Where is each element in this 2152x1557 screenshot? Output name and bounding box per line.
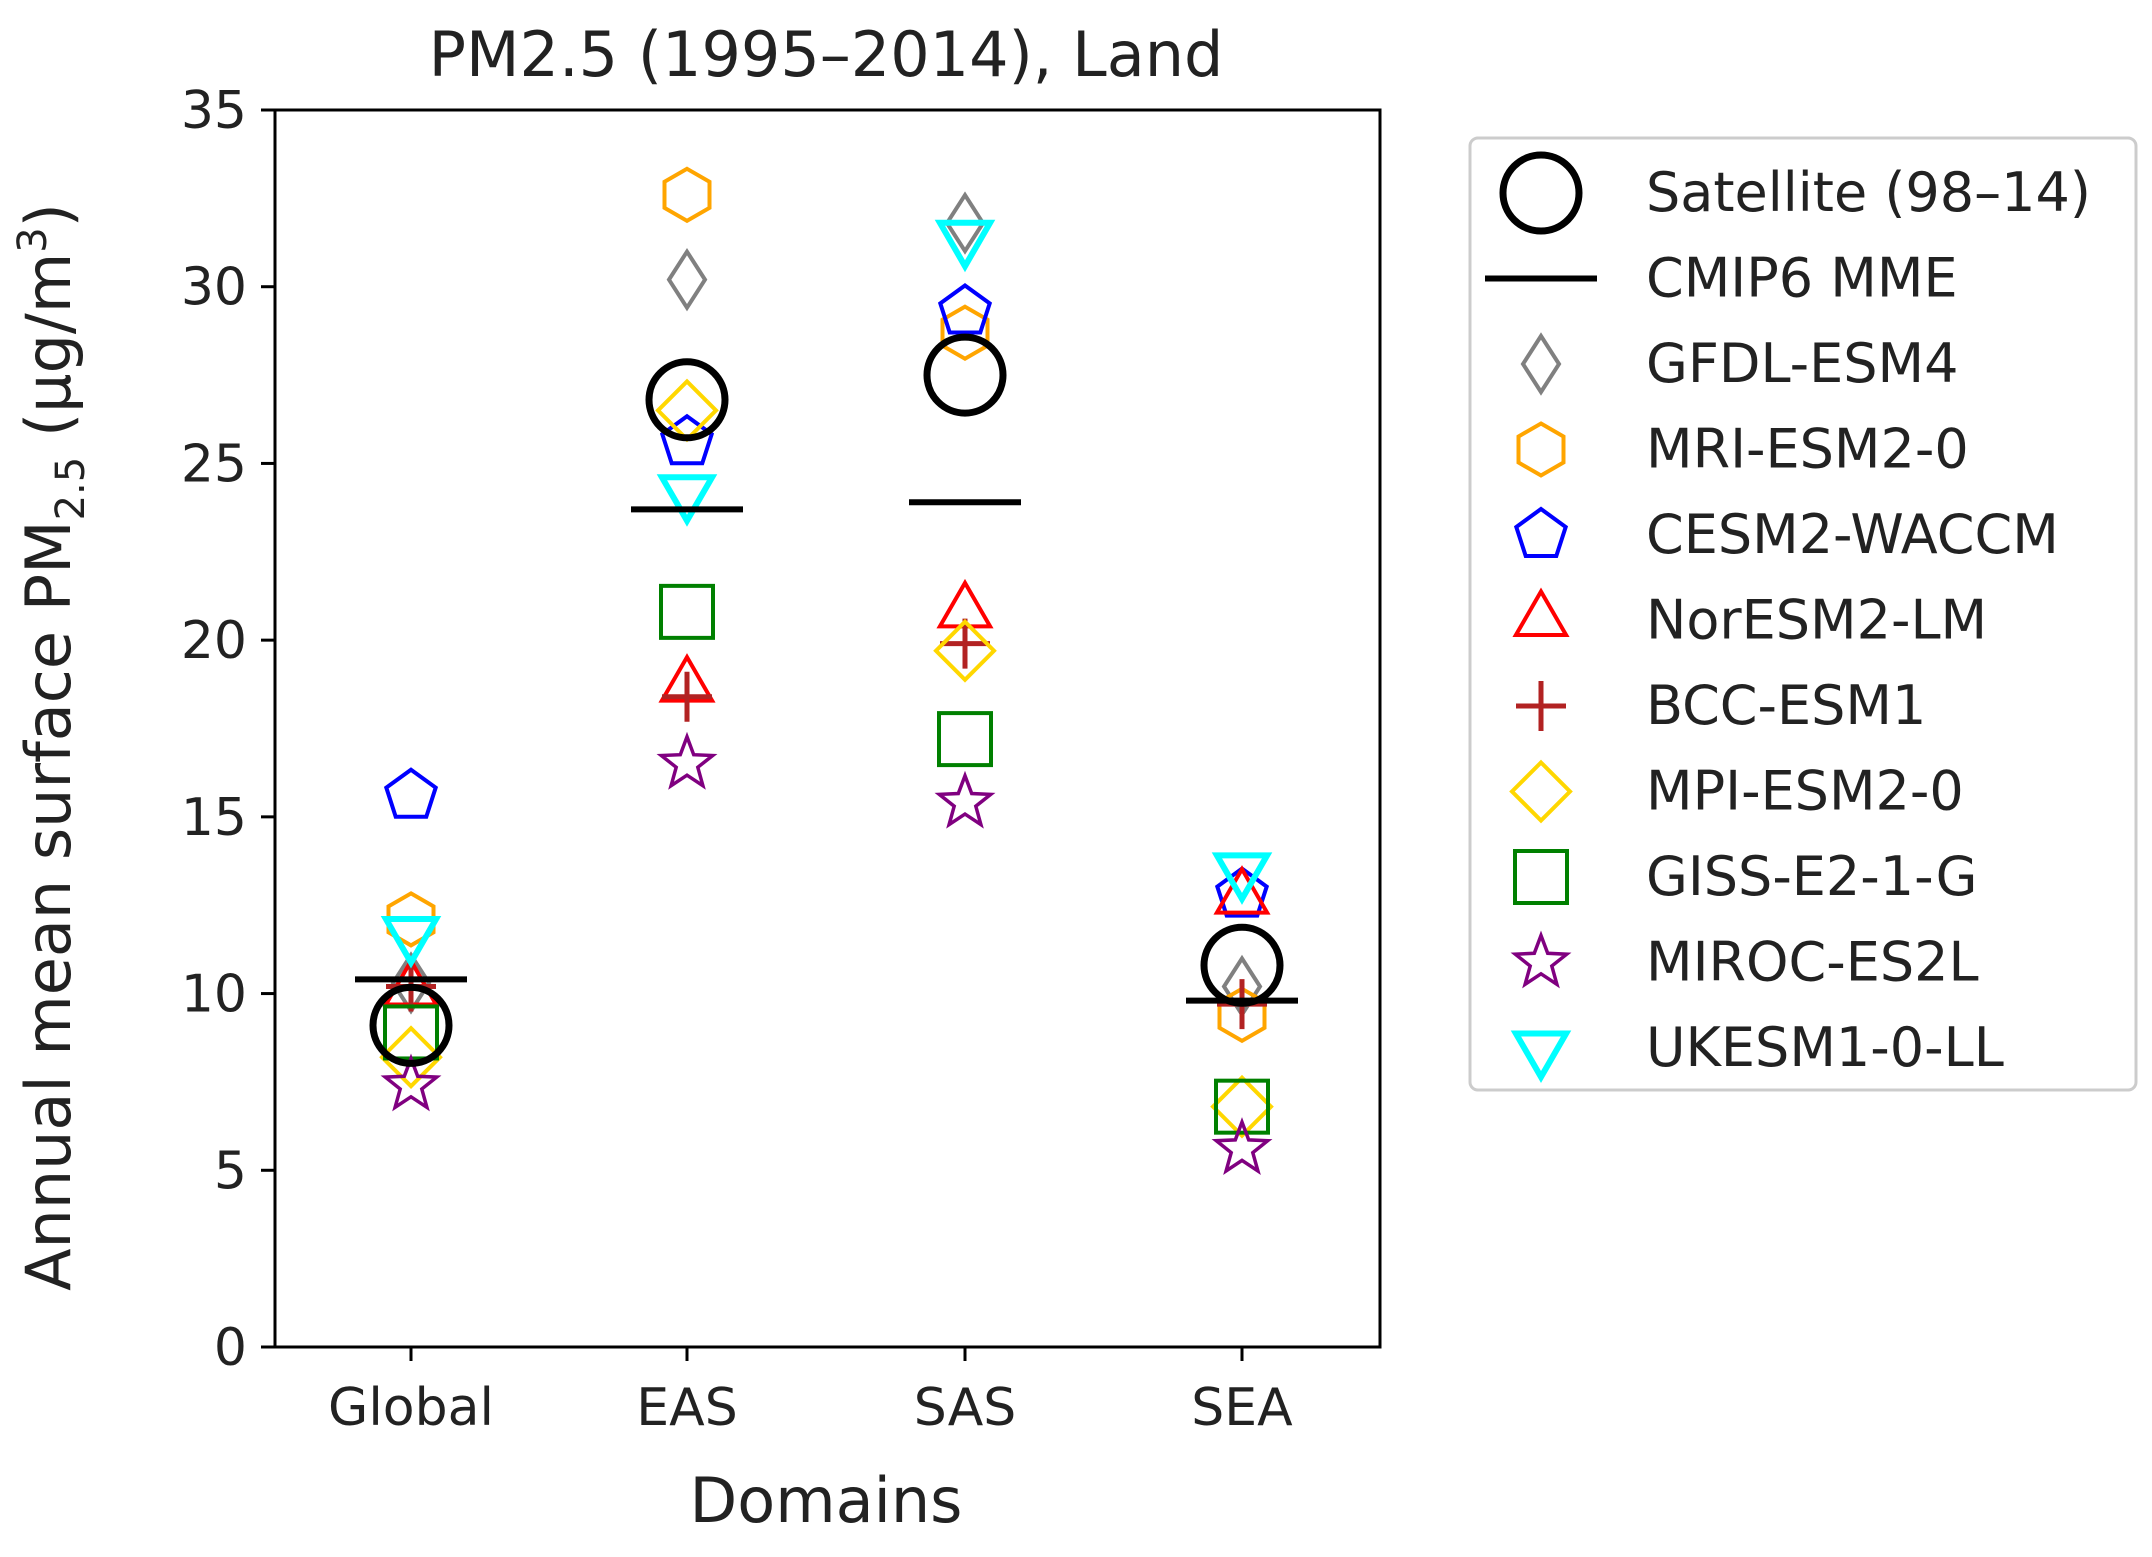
point-satellite-98-14 [1200, 923, 1284, 1007]
y-tick-label: 0 [214, 1318, 247, 1378]
point-giss-e2-1-g [1214, 1078, 1270, 1135]
point-mpi-esm2-0 [933, 618, 997, 683]
point-miroc-es2l [656, 731, 718, 790]
legend-label: GISS-E2-1-G [1646, 845, 1977, 908]
legend-marker-noresm2-lm [1512, 587, 1570, 637]
chart-title: PM2.5 (1995–2014), Land [429, 18, 1224, 91]
x-tick-label: SAS [914, 1378, 1017, 1438]
y-axis-label-unit-close: ) [12, 203, 85, 227]
point-miroc-es2l [380, 1053, 442, 1112]
point-gfdl-esm4 [666, 247, 708, 312]
legend-label: MIROC-ES2L [1646, 931, 1979, 994]
y-tick-label: 15 [181, 788, 247, 848]
x-tick-label: EAS [636, 1378, 737, 1438]
point-satellite-98-14 [645, 358, 729, 442]
point-ukesm1-0-ll [656, 474, 718, 527]
legend-marker-ukesm1-0-ll [1510, 1030, 1572, 1084]
point-satellite-98-14 [369, 983, 453, 1067]
legend-label: MPI-ESM2-0 [1646, 760, 1964, 823]
legend-label: CMIP6 MME [1646, 247, 1958, 310]
point-mri-esm2-0 [662, 166, 712, 224]
point-ukesm1-0-ll [934, 219, 996, 273]
legend-label: Satellite (98–14) [1646, 161, 2091, 224]
point-mri-esm2-0 [940, 304, 990, 362]
point-miroc-es2l [1211, 1117, 1273, 1175]
legend-label: BCC-ESM1 [1646, 674, 1926, 737]
point-bcc-esm1 [662, 671, 712, 722]
point-miroc-es2l [934, 770, 996, 829]
point-cesm2-waccm [383, 767, 439, 819]
legend-label: GFDL-ESM4 [1646, 332, 1958, 395]
legend-marker-mri-esm2-0 [1516, 421, 1566, 478]
point-mri-esm2-0 [386, 891, 436, 948]
y-axis-label-superscript: 3 [10, 227, 56, 252]
point-mpi-esm2-0 [1210, 1074, 1274, 1139]
point-bcc-esm1 [940, 618, 990, 669]
point-ukesm1-0-ll [1211, 852, 1273, 905]
x-axis-ticks: Global EAS SAS SEA [328, 1347, 1293, 1438]
point-satellite-98-14 [923, 333, 1007, 417]
y-axis-label-unit-open: (µg/m [12, 253, 85, 457]
point-noresm2-lm [1213, 865, 1271, 915]
point-gfdl-esm4 [944, 191, 986, 255]
point-cesm2-waccm [937, 283, 993, 335]
y-tick-label: 20 [181, 611, 247, 671]
legend-marker-gfdl-esm4 [1520, 332, 1562, 396]
legend-marker-cesm2-waccm [1513, 506, 1569, 558]
data-markers [355, 166, 1298, 1175]
legend: Satellite (98–14) CMIP6 MME GFDL-ESM4 MRI-E… [1468, 136, 2138, 1092]
legend-frame [1468, 136, 2138, 1092]
plot-area-frame [273, 108, 1382, 1349]
legend-marker-mpi-esm2-0 [1509, 759, 1573, 824]
legend-label: NorESM2-LM [1646, 589, 1987, 652]
y-axis-label-subscript: 2.5 [48, 457, 94, 521]
legend-label: CESM2-WACCM [1646, 503, 2059, 566]
legend-marker-miroc-es2l [1510, 930, 1572, 989]
y-axis-label: Annual mean surface PM2.5 (µg/m3) [10, 203, 94, 1291]
point-ukesm1-0-ll [380, 916, 442, 969]
point-cesm2-waccm [1214, 866, 1270, 918]
x-axis-label: Domains [690, 1464, 963, 1537]
legend-label: UKESM1-0-LL [1646, 1016, 2004, 1079]
y-tick-label: 30 [181, 258, 247, 318]
svg-text:Annual mean surface PM2.5 (µg/: Annual mean surface PM2.5 (µg/m3) [10, 203, 94, 1291]
point-giss-e2-1-g [659, 583, 715, 640]
legend-marker-satellite-98-14 [1499, 151, 1583, 235]
x-tick-label: Global [328, 1378, 494, 1438]
y-axis-ticks: 0 5 10 15 20 25 30 35 [181, 81, 275, 1378]
y-tick-label: 35 [181, 81, 247, 141]
x-tick-label: SEA [1191, 1378, 1293, 1438]
y-tick-label: 5 [214, 1141, 247, 1201]
legend-marker-giss-e2-1-g [1513, 849, 1569, 905]
y-tick-label: 25 [181, 434, 247, 494]
y-axis-label-prefix: Annual mean surface PM [12, 520, 85, 1291]
point-mpi-esm2-0 [379, 1025, 443, 1090]
point-giss-e2-1-g [937, 711, 993, 768]
y-tick-label: 10 [181, 965, 247, 1025]
legend-marker-bcc-esm1 [1516, 681, 1566, 731]
legend-label: MRI-ESM2-0 [1646, 418, 1969, 481]
